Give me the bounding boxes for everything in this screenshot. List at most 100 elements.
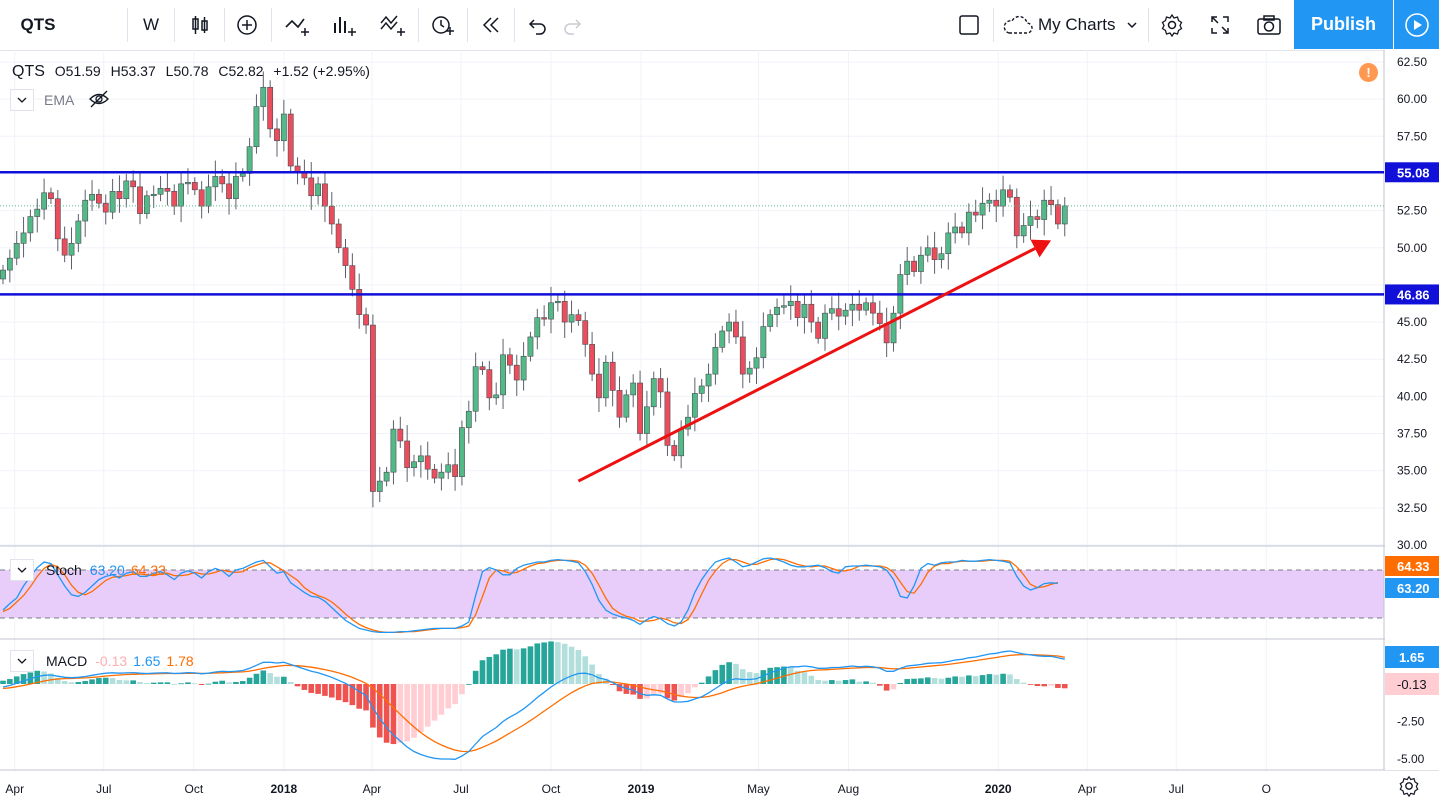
macd-histogram-bar <box>527 646 534 684</box>
macd-histogram-bar <box>890 684 897 690</box>
macd-histogram-bar <box>89 679 95 684</box>
macd-histogram-bar <box>1055 684 1061 688</box>
macd-histogram-bar <box>664 684 671 699</box>
candle-body <box>753 357 760 369</box>
candle-body <box>1048 199 1054 205</box>
macd-histogram-bar <box>260 670 267 684</box>
macd-histogram-bar <box>719 664 726 684</box>
publish-button[interactable]: Publish <box>1294 0 1393 49</box>
candle-body <box>931 247 938 260</box>
macd-histogram-bar <box>452 684 458 705</box>
candle-body <box>363 314 369 326</box>
candle-body <box>185 182 191 185</box>
time-axis-settings-gear-icon[interactable] <box>1398 775 1420 802</box>
candle-body <box>623 394 630 418</box>
candle-body <box>541 317 548 320</box>
time-axis[interactable]: Apr Jul Oct 2018 Apr Jul Oct 2019 May Aug 2020 Apr J… <box>5 782 1271 796</box>
candle-body <box>876 312 883 324</box>
candle-body <box>1013 196 1020 237</box>
warning-icon[interactable]: ! <box>1359 63 1378 82</box>
indicators-icon[interactable] <box>278 0 318 50</box>
candles-icon[interactable] <box>180 0 220 50</box>
candle-body <box>774 306 780 315</box>
layout-square-icon[interactable] <box>950 0 988 50</box>
macd-line <box>2 650 1065 760</box>
candle-body <box>130 180 137 188</box>
macd-histogram-bar <box>726 662 732 684</box>
candle-body <box>486 369 493 399</box>
interval-button[interactable]: W <box>133 0 169 50</box>
macd-histogram-bar <box>424 684 431 727</box>
macd-histogram-bar <box>349 684 356 706</box>
alert-clock-icon[interactable] <box>423 0 463 50</box>
compare-add-icon[interactable] <box>228 0 266 50</box>
hidden-eye-icon[interactable] <box>88 90 110 111</box>
level-price-label: 46.86 <box>1397 287 1430 302</box>
horizontal-levels[interactable] <box>0 171 1384 296</box>
macd-histogram-bar <box>986 674 993 684</box>
macd-histogram-bar <box>801 672 808 684</box>
candle-body <box>664 391 671 446</box>
candle-body <box>123 180 130 200</box>
macd-histogram-bar <box>253 673 260 684</box>
time-tick-label: May <box>747 782 770 796</box>
macd-histogram-bar <box>48 673 54 684</box>
macd-plot <box>0 641 1068 760</box>
candle-body <box>780 305 787 308</box>
snapshot-camera-icon[interactable] <box>1248 0 1290 50</box>
candle-body <box>534 317 541 338</box>
price-tick-label: 35.00 <box>1397 464 1427 478</box>
templates-icon[interactable] <box>372 0 414 50</box>
macd-histogram-bar <box>787 667 794 684</box>
macd-legend: MACD -0.13 1.65 1.78 <box>10 650 194 672</box>
collapse-chevron-icon[interactable] <box>10 650 34 672</box>
macd-histogram-bar <box>301 684 308 690</box>
collapse-chevron-icon[interactable] <box>10 559 34 581</box>
macd-histogram-bar <box>185 682 191 684</box>
chart-canvas[interactable]: 62.5060.0057.5052.5050.0047.5045.0042.50… <box>0 50 1439 802</box>
candle-body <box>527 336 534 357</box>
replay-icon[interactable] <box>472 0 510 50</box>
redo-icon[interactable] <box>555 0 591 50</box>
candle-body <box>678 428 685 457</box>
symbol-search-button[interactable]: QTS <box>8 0 68 50</box>
stoch-lines <box>2 557 1059 634</box>
time-tick-label: Oct <box>542 782 561 796</box>
candle-body <box>383 471 390 482</box>
trendline[interactable] <box>577 239 1052 483</box>
macd-histogram-bar <box>500 649 506 684</box>
fullscreen-icon[interactable] <box>1200 0 1240 50</box>
macd-histogram-bar <box>55 677 61 684</box>
macd-histogram-bar <box>712 670 719 684</box>
stoch-k-line <box>2 557 1058 634</box>
macd-histogram-bar <box>7 679 13 684</box>
undo-icon[interactable] <box>519 0 555 50</box>
settings-gear-icon[interactable] <box>1152 0 1192 50</box>
play-icon[interactable] <box>1394 0 1439 49</box>
candle-body <box>226 183 232 200</box>
price-tick-label: 42.50 <box>1397 352 1427 366</box>
price-axis[interactable]: 62.5060.0057.5052.5050.0047.5045.0042.50… <box>1385 50 1439 770</box>
collapse-chevron-icon[interactable] <box>10 89 34 111</box>
candle-body <box>671 445 678 457</box>
macd-histogram-bar <box>41 671 47 684</box>
candle-body <box>479 366 486 370</box>
candle-body <box>404 440 411 469</box>
candle-body <box>863 302 869 311</box>
main-legend: QTS O51.59 H53.37 L50.78 C52.82 +1.52 (+… <box>12 63 370 81</box>
macd-histogram-bar <box>671 684 678 701</box>
macd-histogram-bar <box>68 682 75 684</box>
candle-body <box>589 344 595 375</box>
financials-icon[interactable] <box>325 0 365 50</box>
candle-body <box>205 186 212 207</box>
macd-histogram-bar <box>1007 674 1013 684</box>
candle-body <box>965 211 972 234</box>
macd-histogram-bar <box>897 683 904 684</box>
macd-signal-value: 1.78 <box>166 653 194 669</box>
time-tick-label: Apr <box>1078 782 1097 796</box>
candle-body <box>438 471 445 479</box>
interval-label: W <box>142 15 160 34</box>
macd-histogram-bar <box>116 680 123 684</box>
my-charts-dropdown[interactable]: My Charts <box>1000 0 1145 50</box>
macd-histogram-bar <box>322 684 328 696</box>
